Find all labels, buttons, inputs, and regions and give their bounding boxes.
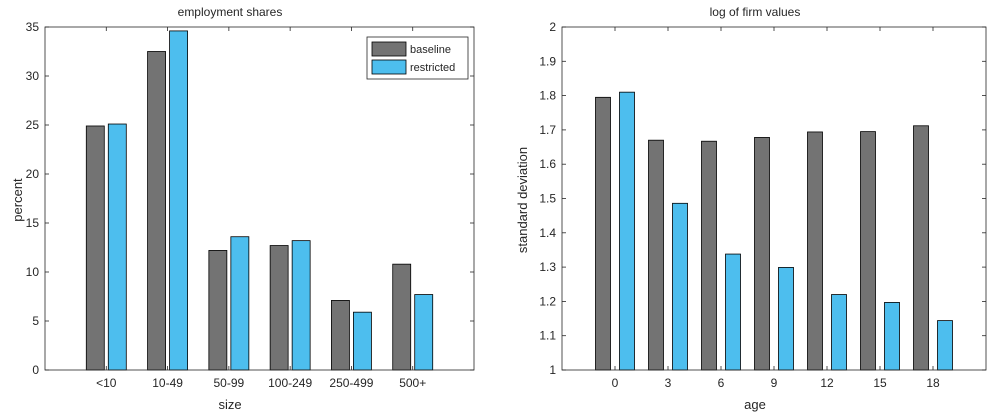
bar-baseline bbox=[595, 96, 611, 371]
y-tick-label: 1.5 bbox=[539, 192, 556, 206]
bars bbox=[85, 30, 434, 371]
x-tick-label: <10 bbox=[96, 376, 117, 390]
y-tick-label: 2 bbox=[549, 20, 556, 34]
bar-baseline bbox=[913, 125, 929, 371]
bar-baseline bbox=[701, 140, 717, 371]
bar-baseline bbox=[208, 250, 228, 371]
legend-swatch-restricted bbox=[371, 59, 407, 75]
y-tick-label: 1.7 bbox=[539, 123, 556, 137]
x-tick-label: 500+ bbox=[399, 376, 426, 390]
bar-restricted bbox=[937, 320, 953, 371]
bar-restricted bbox=[353, 311, 372, 371]
plot-frame bbox=[561, 26, 987, 371]
y-tick-label: 25 bbox=[26, 118, 40, 132]
x-tick-label: 10-49 bbox=[152, 376, 183, 390]
y-tick-label: 10 bbox=[26, 265, 40, 279]
y-tick-label: 1 bbox=[549, 363, 556, 377]
bar-restricted bbox=[725, 253, 741, 371]
bar-restricted bbox=[884, 302, 900, 371]
y-tick-label: 30 bbox=[26, 69, 40, 83]
y-tick-label: 1.2 bbox=[539, 294, 556, 308]
bar-restricted bbox=[778, 267, 794, 371]
x-tick-label: 18 bbox=[926, 376, 940, 390]
bar-restricted bbox=[169, 30, 188, 371]
bar-baseline bbox=[269, 245, 289, 371]
y-tick-label: 35 bbox=[26, 20, 40, 34]
x-tick-label: 100-249 bbox=[268, 376, 312, 390]
legend-swatch-baseline bbox=[371, 41, 407, 57]
x-tick-label: 15 bbox=[873, 376, 887, 390]
y-tick-label: 1.3 bbox=[539, 260, 556, 274]
y-tick-label: 1.8 bbox=[539, 89, 556, 103]
bars bbox=[595, 91, 953, 371]
x-tick-label: 0 bbox=[612, 376, 619, 390]
y-tick-label: 1.9 bbox=[539, 54, 556, 68]
x-axis-label: age bbox=[744, 397, 766, 412]
y-tick-label: 15 bbox=[26, 216, 40, 230]
x-tick-label: 250-499 bbox=[329, 376, 373, 390]
bar-restricted bbox=[414, 294, 434, 371]
legend-label-restricted: restricted bbox=[410, 62, 455, 74]
x-tick-label: 50-99 bbox=[214, 376, 245, 390]
bar-baseline bbox=[754, 137, 770, 371]
bar-baseline bbox=[807, 131, 823, 371]
bar-restricted bbox=[230, 236, 250, 371]
legend-label-baseline: baseline bbox=[410, 44, 451, 56]
employment-shares-chart: employment shares size percent 0 5 10 15 20 2… bbox=[10, 5, 475, 412]
y-tick-label: 5 bbox=[32, 314, 39, 328]
log-firm-values-chart: log of firm values age standard deviatio… bbox=[515, 5, 987, 412]
x-axis-label: size bbox=[218, 397, 241, 412]
x-tick-label: 3 bbox=[665, 376, 672, 390]
bar-restricted bbox=[107, 123, 127, 371]
bar-baseline bbox=[648, 139, 664, 371]
x-tick-label: 9 bbox=[771, 376, 778, 390]
bar-restricted bbox=[619, 91, 635, 371]
y-tick-label: 20 bbox=[26, 167, 40, 181]
y-axis-label: percent bbox=[10, 178, 25, 222]
chart-title: log of firm values bbox=[710, 5, 801, 19]
y-tick-label: 0 bbox=[32, 363, 39, 377]
y-tick-label: 1.6 bbox=[539, 157, 556, 171]
bar-baseline bbox=[392, 263, 412, 371]
legend: baseline restricted bbox=[366, 36, 469, 80]
ticks: 0 5 10 15 20 25 30 35 <10 10-49 50-99 100-249 250-49… bbox=[26, 20, 474, 390]
bar-restricted bbox=[291, 240, 311, 371]
bar-baseline bbox=[147, 51, 166, 371]
chart-title: employment shares bbox=[178, 5, 283, 19]
bar-baseline bbox=[331, 300, 350, 371]
plot-frame bbox=[44, 26, 475, 371]
y-tick-label: 1.4 bbox=[539, 226, 556, 240]
bar-baseline bbox=[860, 131, 876, 371]
bar-restricted bbox=[831, 294, 847, 371]
bar-baseline bbox=[85, 125, 105, 371]
ticks: 1 1.1 1.2 1.3 1.4 1.5 1.6 1.7 1.8 1.9 2 0 3 6 9 12 15 18 bbox=[539, 20, 986, 390]
x-tick-label: 12 bbox=[820, 376, 834, 390]
bar-restricted bbox=[672, 202, 688, 371]
y-tick-label: 1.1 bbox=[539, 329, 556, 343]
y-axis-label: standard deviation bbox=[515, 147, 530, 253]
x-tick-label: 6 bbox=[718, 376, 725, 390]
